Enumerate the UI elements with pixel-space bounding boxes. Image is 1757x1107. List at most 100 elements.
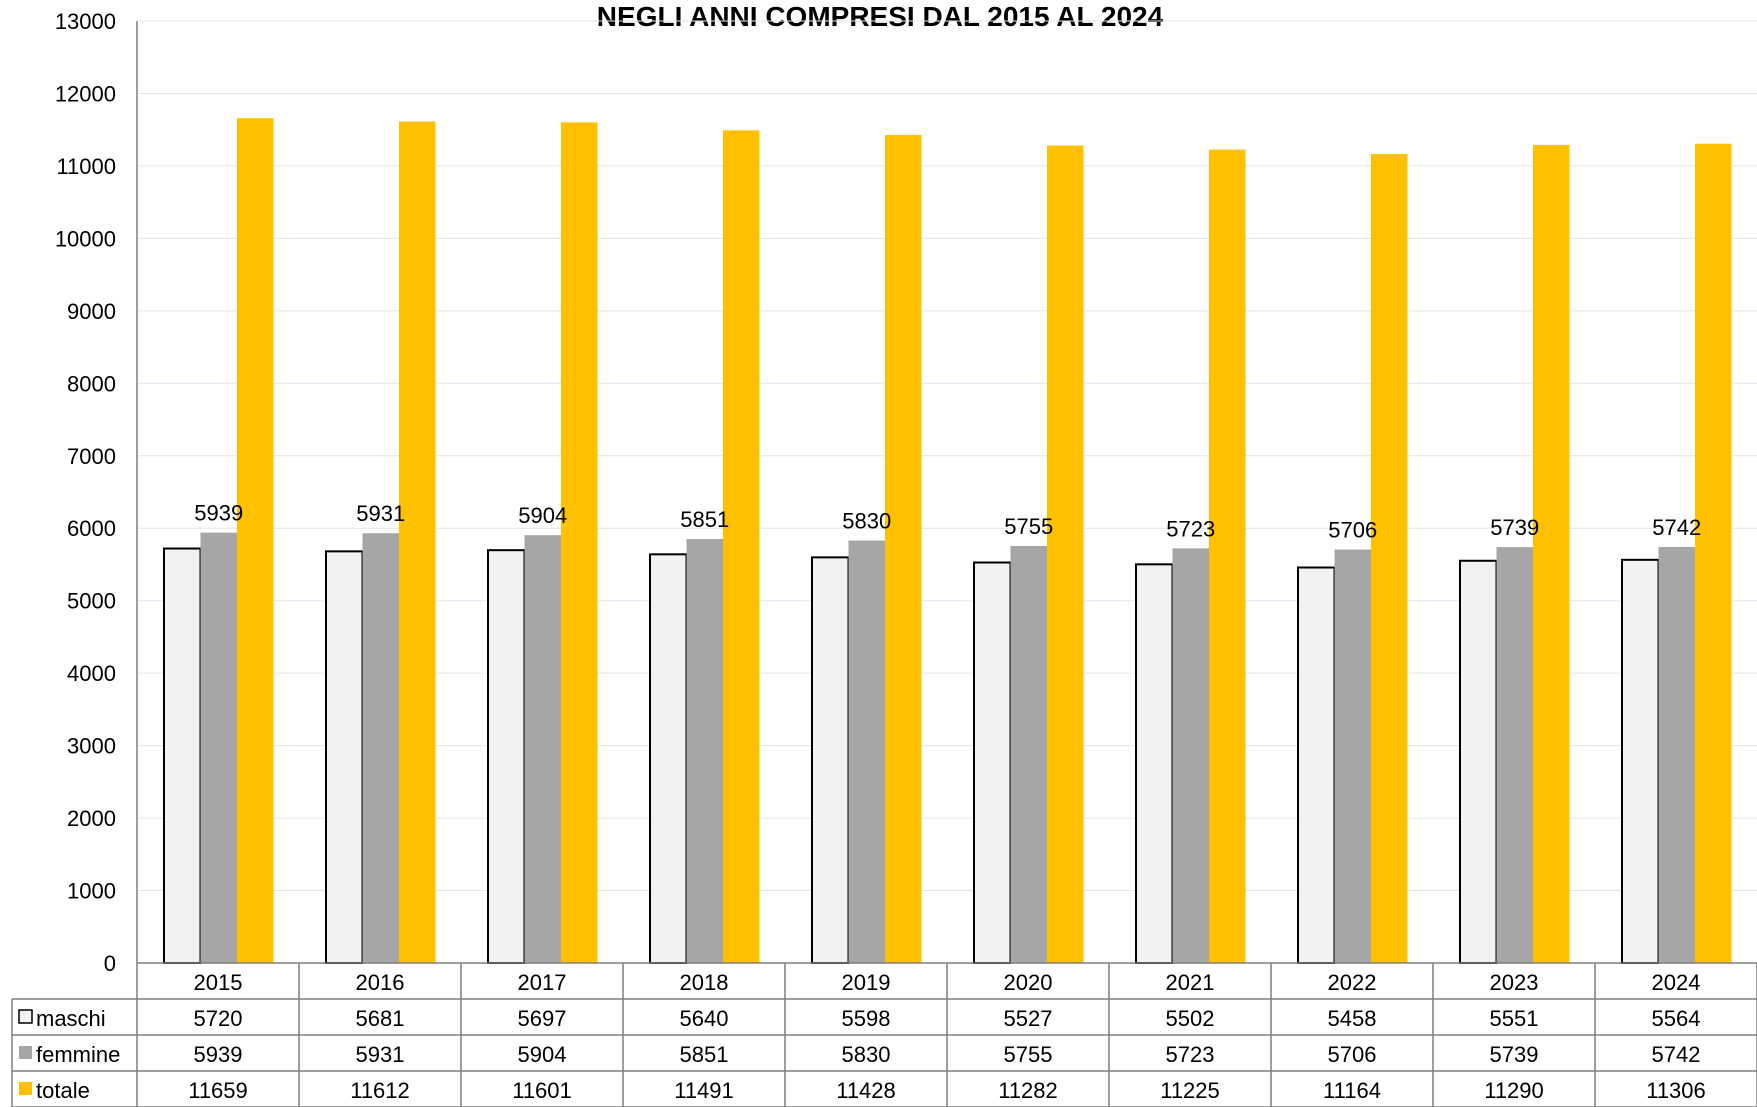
bar-femmine xyxy=(848,540,885,963)
table-cell: 11225 xyxy=(1160,1078,1220,1103)
table-cell: 5739 xyxy=(1490,1042,1539,1067)
table-cell: 5939 xyxy=(194,1042,243,1067)
bar-totale xyxy=(885,134,922,963)
bar-maschi xyxy=(1459,559,1498,964)
table-cell: 5502 xyxy=(1166,1006,1215,1031)
legend-label: totale xyxy=(36,1078,90,1103)
table-cell: 5706 xyxy=(1328,1042,1377,1067)
table-cell: 5640 xyxy=(680,1006,729,1031)
bar-femmine xyxy=(200,532,237,963)
y-tick-label: 5000 xyxy=(67,589,116,614)
chart-title: NEGLI ANNI COMPRESI DAL 2015 AL 2024 xyxy=(597,1,1164,32)
bar-maschi xyxy=(1297,566,1336,965)
table-cell: 5851 xyxy=(680,1042,729,1067)
y-tick-label: 8000 xyxy=(67,371,116,396)
bar-femmine xyxy=(1010,545,1047,963)
table-cell: 5458 xyxy=(1328,1006,1377,1031)
bar-maschi xyxy=(649,553,688,964)
x-tick-label: 2018 xyxy=(680,970,729,995)
table-cell: 5904 xyxy=(518,1042,567,1067)
bar-femmine xyxy=(686,539,723,963)
y-tick-label: 11000 xyxy=(56,154,116,179)
x-tick-label: 2023 xyxy=(1490,970,1539,995)
bar-totale xyxy=(237,118,274,964)
bar-maschi xyxy=(1621,558,1660,964)
table-cell: 11428 xyxy=(836,1078,896,1103)
x-tick-label: 2015 xyxy=(194,970,243,995)
table-cell: 5681 xyxy=(356,1006,405,1031)
y-tick-label: 1000 xyxy=(67,879,116,904)
y-axis-ticks: 0 1000 2000 3000 4000 5000 6000 7000 8000 9000 100… xyxy=(55,9,116,976)
bar-totale xyxy=(1209,149,1246,963)
bar-maschi xyxy=(1135,563,1174,964)
table-cell: 11601 xyxy=(512,1078,572,1103)
bar-totale xyxy=(399,121,436,964)
data-labels: 5939 5931 5904 5851 5830 5755 5723 5706 5739 5742 xyxy=(194,501,1701,543)
bar-totale xyxy=(561,122,598,963)
table-cell: 11491 xyxy=(674,1078,734,1103)
y-tick-label: 3000 xyxy=(67,734,116,759)
table-cell: 11282 xyxy=(998,1078,1058,1103)
x-tick-label: 2019 xyxy=(842,970,891,995)
table-cell: 5527 xyxy=(1004,1006,1053,1031)
y-tick-label: 6000 xyxy=(67,516,116,541)
table-cell: 5551 xyxy=(1490,1006,1539,1031)
y-tick-label: 10000 xyxy=(55,226,116,251)
x-tick-label: 2021 xyxy=(1166,970,1215,995)
data-label: 5830 xyxy=(842,509,891,534)
x-tick-label: 2020 xyxy=(1004,970,1053,995)
data-table: 2015 2016 2017 2018 2019 2020 2021 2022 2023 2024… xyxy=(11,963,1757,1107)
bar-femmine xyxy=(524,535,561,963)
legend-key-totale xyxy=(19,1082,32,1095)
data-label: 5755 xyxy=(1004,514,1053,539)
table-cell: 11612 xyxy=(350,1078,410,1103)
x-tick-label: 2022 xyxy=(1328,970,1377,995)
y-tick-label: 12000 xyxy=(55,81,116,106)
bar-femmine xyxy=(1172,548,1209,963)
bar-totale xyxy=(1533,144,1570,963)
bar-femmine xyxy=(1496,547,1533,963)
bar-maschi xyxy=(973,561,1012,964)
bar-totale xyxy=(1047,145,1084,964)
y-tick-label: 7000 xyxy=(67,444,116,469)
bar-totale xyxy=(1695,143,1732,963)
legend-label: maschi xyxy=(36,1006,106,1031)
table-cell: 5564 xyxy=(1652,1006,1701,1031)
table-cell: 5697 xyxy=(518,1006,567,1031)
table-cell: 5931 xyxy=(356,1042,405,1067)
table-cell: 5742 xyxy=(1652,1042,1701,1067)
y-tick-label: 9000 xyxy=(67,299,116,324)
bar-femmine xyxy=(1658,546,1695,963)
table-cell: 11164 xyxy=(1323,1078,1381,1103)
table-cell: 5755 xyxy=(1004,1042,1053,1067)
table-cell: 11659 xyxy=(188,1078,248,1103)
data-label: 5742 xyxy=(1652,515,1701,540)
table-cell: 5720 xyxy=(194,1006,243,1031)
x-tick-label: 2024 xyxy=(1652,970,1701,995)
data-label: 5739 xyxy=(1490,515,1539,540)
bar-totale xyxy=(723,130,760,963)
y-tick-label: 4000 xyxy=(67,661,116,686)
table-cell: 5830 xyxy=(842,1042,891,1067)
data-label: 5931 xyxy=(356,501,405,526)
data-label: 5939 xyxy=(194,501,243,526)
bars xyxy=(163,118,1732,965)
bar-maschi xyxy=(163,547,202,965)
legend-label: femmine xyxy=(36,1042,120,1067)
data-label: 5851 xyxy=(680,507,729,532)
data-label: 5706 xyxy=(1328,518,1377,543)
data-label: 5904 xyxy=(518,503,567,528)
y-tick-label: 13000 xyxy=(55,9,116,34)
y-tick-label: 0 xyxy=(104,951,116,976)
bar-maschi xyxy=(811,556,850,964)
data-label: 5723 xyxy=(1166,516,1215,541)
legend-key-maschi xyxy=(18,1009,33,1024)
bar-femmine xyxy=(1334,549,1371,963)
table-cell: 11306 xyxy=(1646,1078,1706,1103)
legend-key-femmine xyxy=(19,1046,32,1059)
bar-maschi xyxy=(325,550,364,964)
bar-femmine xyxy=(362,533,399,963)
table-cell: 5598 xyxy=(842,1006,891,1031)
bar-maschi xyxy=(487,549,526,965)
